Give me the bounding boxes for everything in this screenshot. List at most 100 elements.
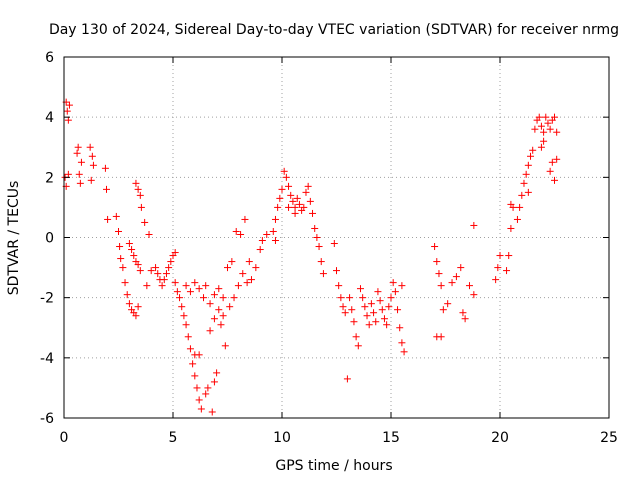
data-point [160,276,168,284]
data-point [206,300,214,308]
data-point [116,243,124,251]
data-point [524,188,532,196]
data-point [167,258,175,266]
data-point [162,270,170,278]
data-point [470,221,478,229]
data-point [182,282,190,290]
data-point [104,215,112,223]
data-point [182,321,190,329]
data-point [540,137,548,145]
data-point [64,116,72,124]
data-point [65,101,73,109]
data-point [76,179,84,187]
data-point [333,267,340,275]
data-point [165,264,173,272]
data-point [154,270,162,278]
data-point [239,270,247,278]
y-tick-label: -2 [40,291,54,307]
data-point [274,203,282,211]
data-point [285,182,293,190]
x-tick-label: 10 [273,430,291,446]
data-point [374,288,382,296]
data-point [285,203,293,211]
data-point [103,185,111,193]
data-point [134,261,142,269]
data-point [219,294,227,302]
data-point [394,306,402,314]
data-point [186,288,194,296]
data-point [132,179,140,187]
data-point [280,167,288,175]
data-point [158,282,166,290]
data-point [130,252,138,260]
data-point [237,230,245,238]
data-point [437,282,445,290]
data-point [389,279,397,287]
data-point [143,282,151,290]
data-point [171,249,179,257]
data-point [335,282,343,290]
data-point [202,282,210,290]
data-point [152,264,160,272]
data-point [119,264,127,272]
data-point [435,270,443,278]
data-point [291,209,299,217]
data-point [439,306,447,314]
y-tick-label: -6 [40,411,54,427]
data-point [363,312,371,320]
data-point [258,237,266,245]
grid [64,57,609,418]
data-point [304,182,312,190]
data-point [125,300,133,308]
data-point [293,194,301,202]
data-point [256,246,264,254]
y-tick-label: 2 [45,170,54,186]
data-point [546,125,554,133]
data-point [330,240,338,248]
data-point [398,339,406,347]
data-point [171,279,179,287]
data-point [178,303,186,311]
data-point [400,348,408,356]
data-point [132,312,140,320]
data-point [346,294,354,302]
data-point [553,155,561,163]
data-point [537,122,545,130]
data-point [123,291,131,299]
data-point [544,119,552,127]
data-point [247,276,255,284]
data-point [206,327,214,335]
data-point [173,288,181,296]
data-point [507,224,515,232]
data-point [548,158,556,166]
data-point [465,282,473,290]
data-point [496,252,504,260]
data-point [370,309,378,317]
data-point [542,113,550,121]
data-point [391,288,399,296]
data-point [461,315,469,323]
data-point [529,146,537,154]
data-point [513,215,521,223]
data-point [137,203,145,211]
x-tick-label: 0 [60,430,69,446]
data-point [437,333,445,341]
data-point [145,230,153,238]
data-point [448,279,456,287]
data-point [518,191,526,199]
data-point [210,378,218,386]
data-point [398,282,406,290]
data-point [354,342,362,350]
x-axis-label: GPS time / hours [275,458,392,474]
data-point [219,312,227,320]
data-point [492,276,500,284]
data-point [121,279,129,287]
data-point [195,351,203,359]
y-tick-label: 0 [45,231,54,247]
data-point [459,309,467,317]
data-point [505,252,513,260]
data-point [341,309,349,317]
data-point [317,258,325,266]
data-point [343,375,351,383]
